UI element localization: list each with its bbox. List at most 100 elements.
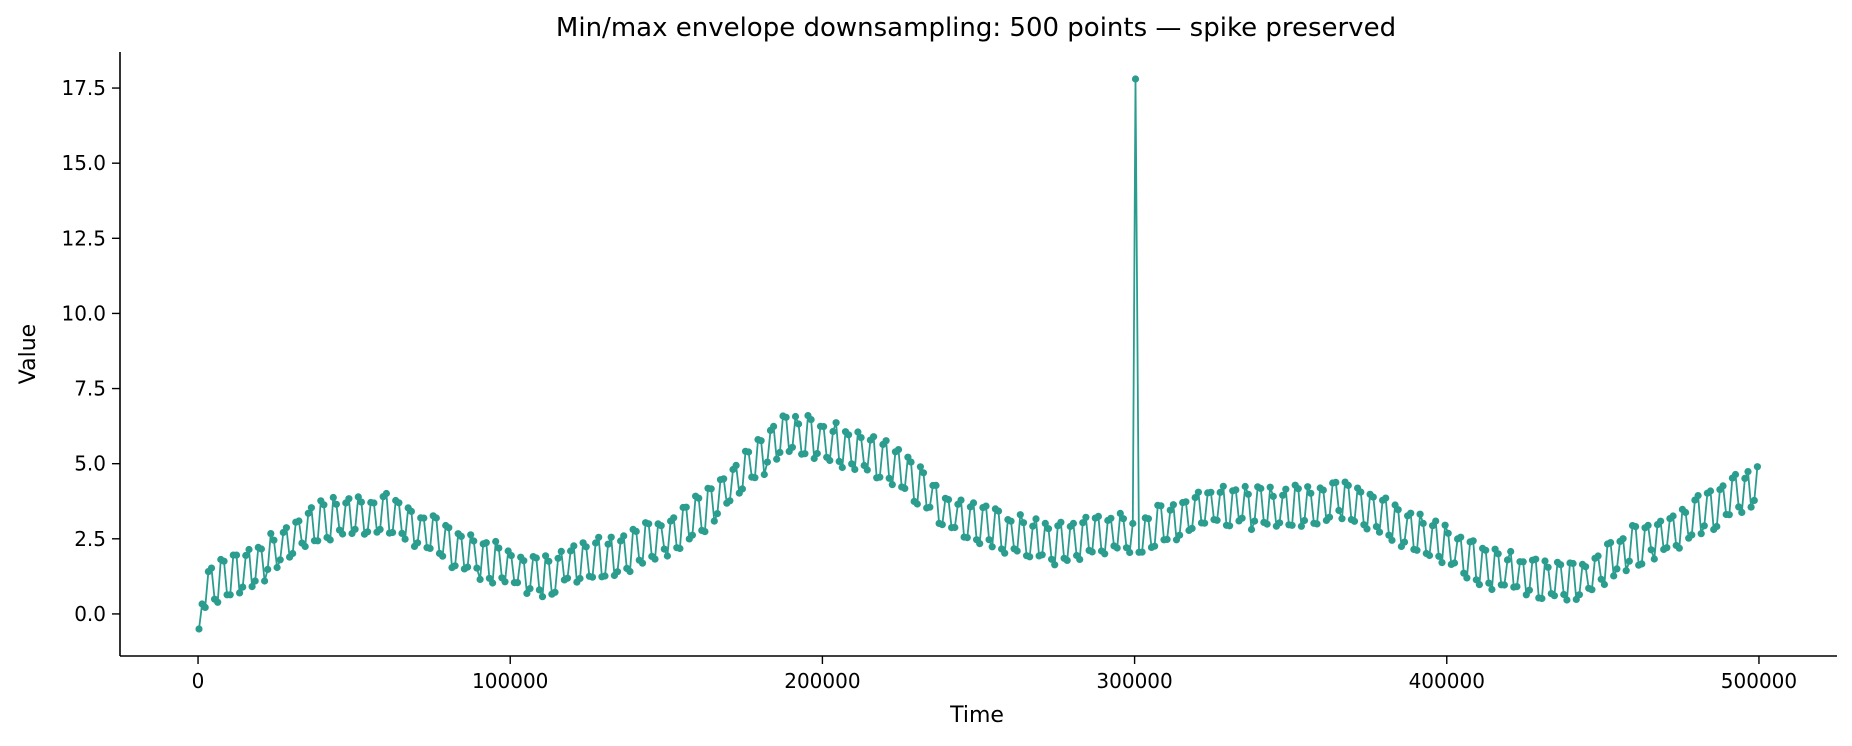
data-point (376, 525, 384, 534)
data-point (1369, 493, 1377, 501)
data-point (791, 412, 800, 421)
data-point (495, 544, 503, 552)
data-point (632, 527, 640, 536)
data-point (1725, 511, 1733, 519)
data-point (1525, 586, 1533, 594)
data-point (414, 539, 422, 547)
data-point (848, 460, 856, 468)
data-point (726, 497, 734, 505)
data-point (957, 496, 965, 504)
data-point (545, 557, 553, 565)
data-point (1372, 523, 1380, 531)
data-point (1738, 508, 1746, 516)
data-point (1319, 486, 1327, 494)
data-point (239, 583, 247, 591)
data-point (476, 575, 484, 584)
data-point (1194, 488, 1202, 496)
data-point (1363, 525, 1371, 533)
y-tick-label: 10.0 (61, 301, 106, 325)
data-point (248, 583, 256, 591)
data-point (1563, 596, 1571, 604)
data-point (1650, 555, 1658, 563)
data-point (1557, 561, 1565, 569)
data-point (1257, 484, 1265, 493)
data-point (261, 577, 269, 585)
data-point (1688, 531, 1696, 539)
data-point (398, 529, 406, 538)
data-point (1647, 546, 1655, 554)
data-point (1113, 544, 1121, 552)
data-point (1519, 558, 1527, 566)
data-point (919, 469, 928, 477)
data-point (1131, 75, 1140, 83)
data-point (464, 563, 472, 571)
data-point (1201, 519, 1209, 527)
data-point (1213, 516, 1221, 524)
data-point (638, 559, 647, 567)
data-point (304, 509, 312, 517)
data-point (526, 585, 534, 593)
data-point (314, 537, 322, 545)
data-point (214, 598, 222, 606)
data-point (944, 496, 953, 504)
y-tick-label: 7.5 (74, 377, 106, 401)
data-point (207, 564, 216, 572)
data-point (1116, 509, 1124, 517)
data-point (426, 544, 434, 553)
data-point (439, 552, 447, 560)
data-point (1500, 581, 1508, 589)
data-point (257, 545, 265, 553)
data-point (1382, 494, 1390, 502)
data-point (1019, 519, 1028, 527)
data-point (1182, 498, 1190, 506)
data-point (273, 563, 281, 572)
data-point (882, 437, 890, 445)
data-point (660, 545, 668, 553)
x-tick-label: 500000 (1721, 669, 1797, 693)
chart-title: Min/max envelope downsampling: 500 point… (556, 13, 1396, 43)
data-point (1051, 561, 1059, 569)
y-tick-label: 15.0 (61, 151, 106, 175)
data-point (1029, 522, 1037, 530)
x-tick-label: 100000 (472, 669, 548, 693)
data-point (592, 539, 600, 547)
data-point (1607, 539, 1615, 547)
data-point (1657, 517, 1665, 525)
data-point (1700, 522, 1708, 530)
data-point (782, 413, 790, 421)
data-point (857, 434, 865, 442)
data-point (507, 552, 515, 560)
data-point (1622, 567, 1630, 575)
data-point (1107, 514, 1115, 522)
data-point (220, 557, 228, 565)
y-axis-ticks: 0.0 2.5 5.0 7.5 10.0 12.5 15.0 17.5 (61, 76, 120, 626)
data-point (563, 574, 572, 582)
data-point (407, 507, 415, 515)
data-point (1244, 490, 1252, 498)
data-point (1307, 489, 1315, 497)
data-point (1610, 572, 1618, 580)
x-tick-label: 400000 (1409, 669, 1485, 693)
data-point (776, 448, 784, 456)
data-point (345, 495, 353, 503)
data-point (1269, 492, 1277, 500)
data-point (267, 530, 275, 538)
data-point (1544, 563, 1552, 571)
data-point (420, 514, 428, 522)
data-point (1216, 488, 1224, 496)
data-point (1026, 553, 1034, 561)
data-point (551, 588, 559, 596)
data-point (832, 419, 840, 427)
data-point (1044, 525, 1053, 533)
data-point (1731, 470, 1740, 479)
data-point (1435, 552, 1443, 560)
data-point (760, 470, 768, 479)
data-point (582, 543, 590, 551)
data-point (1069, 519, 1077, 528)
data-point (1082, 513, 1090, 521)
data-point (445, 524, 453, 532)
data-point (1638, 560, 1646, 568)
data-point (1266, 483, 1274, 491)
data-point (467, 531, 475, 539)
data-point (845, 431, 853, 439)
